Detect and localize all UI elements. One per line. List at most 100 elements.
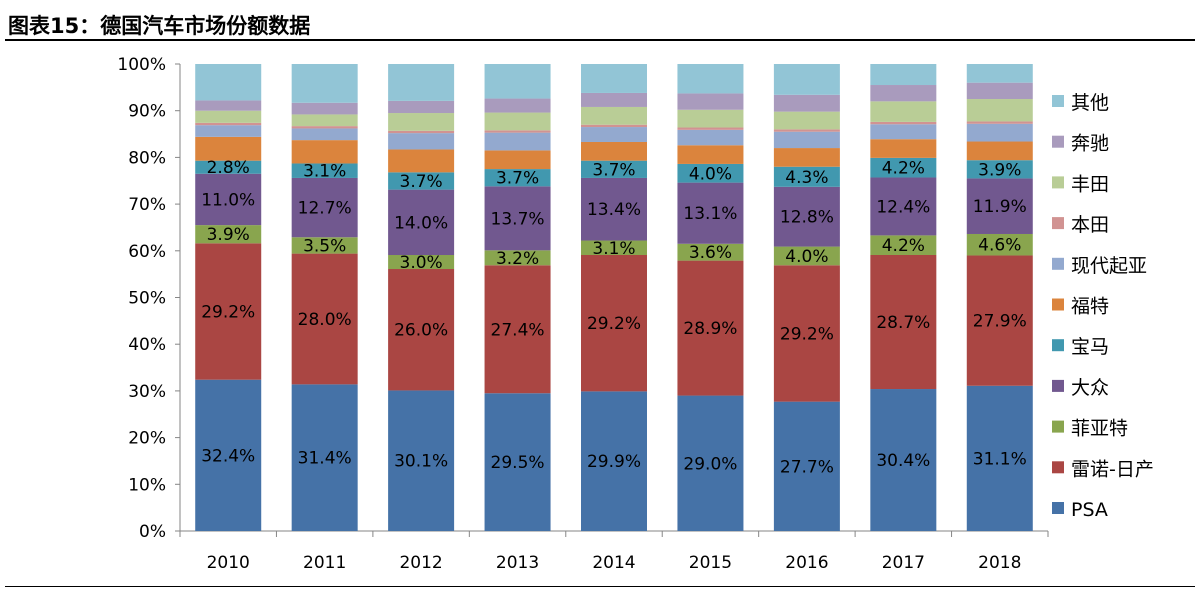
y-tick-label: 70% [128, 195, 166, 215]
bar-segment [581, 240, 647, 256]
bar-segment [291, 140, 358, 164]
bar-segment [677, 64, 744, 94]
data-label: 3.0% [400, 253, 443, 273]
data-label: 3.1% [303, 162, 346, 182]
bar-segment [195, 160, 262, 174]
x-tick-label: 2010 [207, 553, 250, 573]
bar-segment [966, 233, 1033, 256]
bar-segment [581, 391, 647, 531]
data-label: 3.7% [400, 172, 443, 192]
bar-segment [773, 111, 840, 130]
bar-segment [966, 121, 1033, 124]
bar-segment [773, 129, 840, 132]
bar-segment [195, 122, 262, 126]
bar-segment [677, 127, 744, 130]
bar-segment [677, 93, 744, 110]
chart-title: 图表15：德国汽车市场份额数据 [8, 14, 311, 38]
bar-segment [388, 149, 455, 173]
bar-segment [484, 186, 551, 251]
x-tick-label: 2017 [882, 553, 925, 573]
data-label: 3.9% [978, 160, 1021, 180]
bar-segment [870, 177, 937, 236]
data-label: 31.4% [298, 449, 352, 469]
legend-label: 菲亚特 [1071, 418, 1128, 440]
bar-segment [870, 157, 937, 178]
bar-segment [870, 101, 937, 122]
data-label: 27.4% [491, 320, 545, 340]
data-label: 3.1% [592, 239, 635, 259]
bar-segment [966, 255, 1033, 386]
legend-swatch [1052, 298, 1064, 311]
bar-segment [484, 169, 551, 187]
bar-segment [581, 64, 647, 93]
bar-segment [677, 243, 744, 261]
legend-swatch [1052, 176, 1064, 189]
data-label: 29.0% [683, 454, 737, 474]
footer-rule [5, 586, 1195, 587]
data-label: 12.7% [298, 199, 352, 219]
data-label: 28.0% [298, 310, 352, 330]
legend-label: PSA [1071, 499, 1108, 521]
legend-swatch [1052, 461, 1064, 474]
x-tick-label: 2016 [785, 553, 828, 573]
bar-segment [195, 379, 262, 531]
data-labels-layer: 32.4% 29.2% 3.9% 11.0% 2.8% 31.4% 28.0% 3.5% 12.… [201, 158, 1027, 477]
title-rule [5, 39, 1195, 41]
data-label: 4.2% [882, 159, 925, 179]
bar-segment [388, 133, 455, 150]
bar-segment [484, 393, 551, 531]
legend-label: 雷诺-日产 [1071, 458, 1154, 480]
bar-segment [388, 113, 455, 131]
legend-swatch [1052, 257, 1064, 270]
legend-swatch [1052, 379, 1064, 392]
legend-label: 福特 [1071, 296, 1109, 318]
bar-segment [581, 92, 647, 107]
bar-segment [773, 131, 840, 149]
bar-segment [966, 123, 1033, 142]
bar-segment [677, 163, 744, 183]
bar-segment [195, 243, 262, 380]
bar-segment [581, 177, 647, 241]
bar-segment [291, 126, 358, 129]
bar-segment [581, 255, 647, 392]
bar-segment [966, 385, 1033, 531]
data-label: 29.5% [491, 453, 545, 473]
data-label: 3.7% [496, 169, 539, 189]
legend-label: 其他 [1071, 92, 1109, 114]
legend-label: 本田 [1071, 214, 1109, 236]
bar-segment [484, 64, 551, 99]
bar-segment [870, 139, 937, 158]
bar-segment [870, 235, 937, 256]
legend-swatch [1052, 95, 1064, 107]
data-label: 3.5% [303, 236, 346, 256]
x-tick-label: 2013 [496, 553, 539, 573]
data-label: 3.6% [689, 243, 732, 263]
bar-segment [581, 106, 647, 125]
data-label: 29.2% [201, 303, 255, 323]
data-label: 13.1% [683, 204, 737, 224]
bar-segment [581, 160, 647, 178]
bar-segment [195, 125, 262, 137]
bar-segment [195, 136, 262, 161]
bar-segment [677, 129, 744, 146]
bar-segment [870, 85, 937, 102]
y-tick-label: 30% [128, 382, 166, 402]
data-label: 29.2% [587, 314, 641, 334]
y-tick-label: 60% [128, 242, 166, 262]
bar-segment [870, 124, 937, 140]
bar-segment [773, 94, 840, 112]
bar-segment [195, 173, 262, 226]
bar-segment [773, 148, 840, 167]
bar-segment [388, 100, 455, 114]
bar-segment [966, 64, 1033, 83]
bar-segment [581, 141, 647, 161]
bar-segment [388, 269, 455, 391]
x-tick-label: 2012 [399, 553, 442, 573]
data-label: 4.0% [785, 247, 828, 267]
data-label: 13.7% [491, 209, 545, 229]
y-tick-label: 100% [117, 55, 166, 75]
bar-segment [291, 163, 358, 178]
bar-segment [966, 141, 1033, 161]
data-label: 13.4% [587, 200, 641, 220]
